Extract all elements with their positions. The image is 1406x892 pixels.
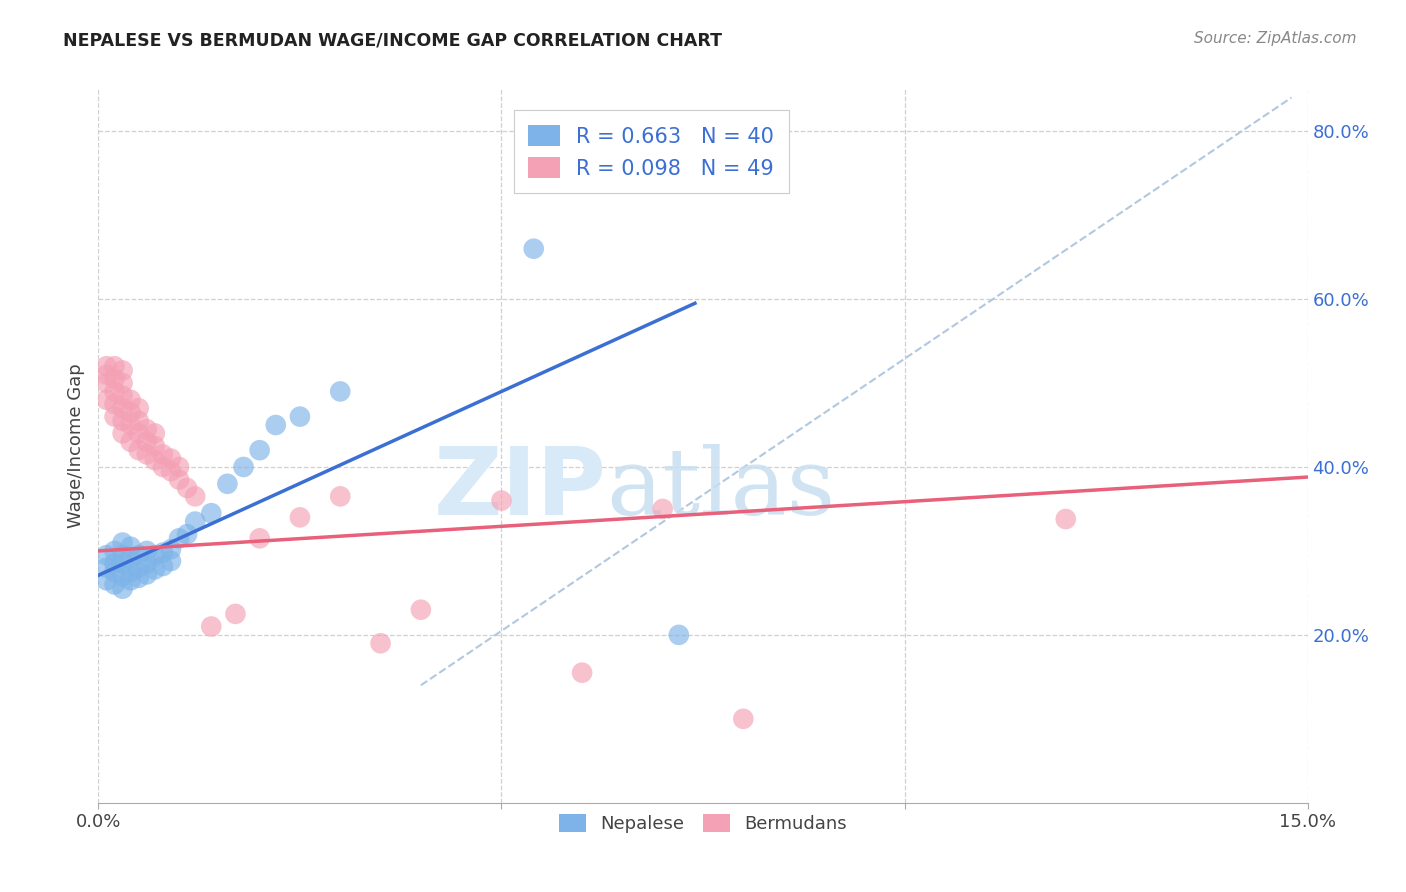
Point xyxy=(111,582,134,596)
Point xyxy=(571,665,593,680)
Point xyxy=(96,548,118,562)
Point xyxy=(103,397,125,411)
Point xyxy=(135,544,157,558)
Text: atlas: atlas xyxy=(606,444,835,533)
Point xyxy=(143,562,166,576)
Point xyxy=(120,434,142,449)
Point xyxy=(103,384,125,399)
Point xyxy=(120,417,142,432)
Point xyxy=(111,401,134,416)
Point xyxy=(103,359,125,374)
Point xyxy=(128,426,150,441)
Point xyxy=(370,636,392,650)
Point xyxy=(733,712,755,726)
Y-axis label: Wage/Income Gap: Wage/Income Gap xyxy=(66,364,84,528)
Point xyxy=(491,493,513,508)
Point xyxy=(167,473,190,487)
Point xyxy=(111,548,134,562)
Point xyxy=(128,414,150,428)
Point xyxy=(152,447,174,461)
Point xyxy=(135,447,157,461)
Point xyxy=(200,506,222,520)
Point xyxy=(111,426,134,441)
Point xyxy=(111,557,134,571)
Point xyxy=(111,376,134,390)
Point xyxy=(329,489,352,503)
Point xyxy=(120,552,142,566)
Point xyxy=(135,422,157,436)
Point xyxy=(409,603,432,617)
Text: Source: ZipAtlas.com: Source: ZipAtlas.com xyxy=(1194,31,1357,46)
Point xyxy=(264,417,287,432)
Point xyxy=(128,401,150,416)
Point xyxy=(232,460,254,475)
Point xyxy=(96,392,118,407)
Point xyxy=(176,481,198,495)
Point xyxy=(217,476,239,491)
Point xyxy=(160,542,183,557)
Point xyxy=(120,392,142,407)
Point xyxy=(103,409,125,424)
Point xyxy=(103,577,125,591)
Point xyxy=(135,557,157,571)
Point xyxy=(120,405,142,419)
Point xyxy=(167,532,190,546)
Point xyxy=(288,409,311,424)
Point xyxy=(152,559,174,574)
Point xyxy=(176,527,198,541)
Point xyxy=(152,546,174,560)
Point xyxy=(128,443,150,458)
Point xyxy=(249,443,271,458)
Point xyxy=(111,569,134,583)
Point xyxy=(249,532,271,546)
Point xyxy=(111,535,134,549)
Point xyxy=(128,560,150,574)
Text: NEPALESE VS BERMUDAN WAGE/INCOME GAP CORRELATION CHART: NEPALESE VS BERMUDAN WAGE/INCOME GAP COR… xyxy=(63,31,723,49)
Point xyxy=(288,510,311,524)
Point xyxy=(143,548,166,562)
Point xyxy=(329,384,352,399)
Point xyxy=(651,502,673,516)
Point xyxy=(111,414,134,428)
Point xyxy=(160,554,183,568)
Point xyxy=(120,540,142,554)
Point xyxy=(167,460,190,475)
Point xyxy=(96,574,118,588)
Point xyxy=(96,560,118,574)
Point xyxy=(523,242,546,256)
Point xyxy=(96,368,118,382)
Point xyxy=(128,571,150,585)
Text: ZIP: ZIP xyxy=(433,442,606,535)
Point xyxy=(103,544,125,558)
Point xyxy=(128,548,150,562)
Point xyxy=(152,460,174,475)
Point xyxy=(143,439,166,453)
Point xyxy=(120,574,142,588)
Point xyxy=(96,376,118,390)
Point xyxy=(184,515,207,529)
Point xyxy=(143,426,166,441)
Point xyxy=(668,628,690,642)
Point xyxy=(103,557,125,571)
Point xyxy=(111,363,134,377)
Point xyxy=(103,372,125,386)
Point xyxy=(111,389,134,403)
Point xyxy=(1054,512,1077,526)
Point xyxy=(96,359,118,374)
Point xyxy=(143,453,166,467)
Point xyxy=(135,567,157,582)
Point xyxy=(184,489,207,503)
Legend: Nepalese, Bermudans: Nepalese, Bermudans xyxy=(553,806,853,840)
Point xyxy=(200,619,222,633)
Point xyxy=(160,464,183,478)
Point xyxy=(103,565,125,579)
Point xyxy=(120,565,142,579)
Point xyxy=(135,434,157,449)
Point xyxy=(160,451,183,466)
Point xyxy=(224,607,246,621)
